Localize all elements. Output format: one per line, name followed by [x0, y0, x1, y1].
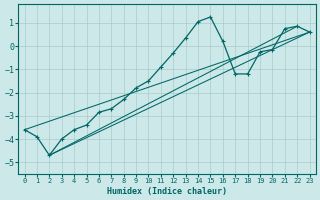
X-axis label: Humidex (Indice chaleur): Humidex (Indice chaleur) [107, 187, 227, 196]
